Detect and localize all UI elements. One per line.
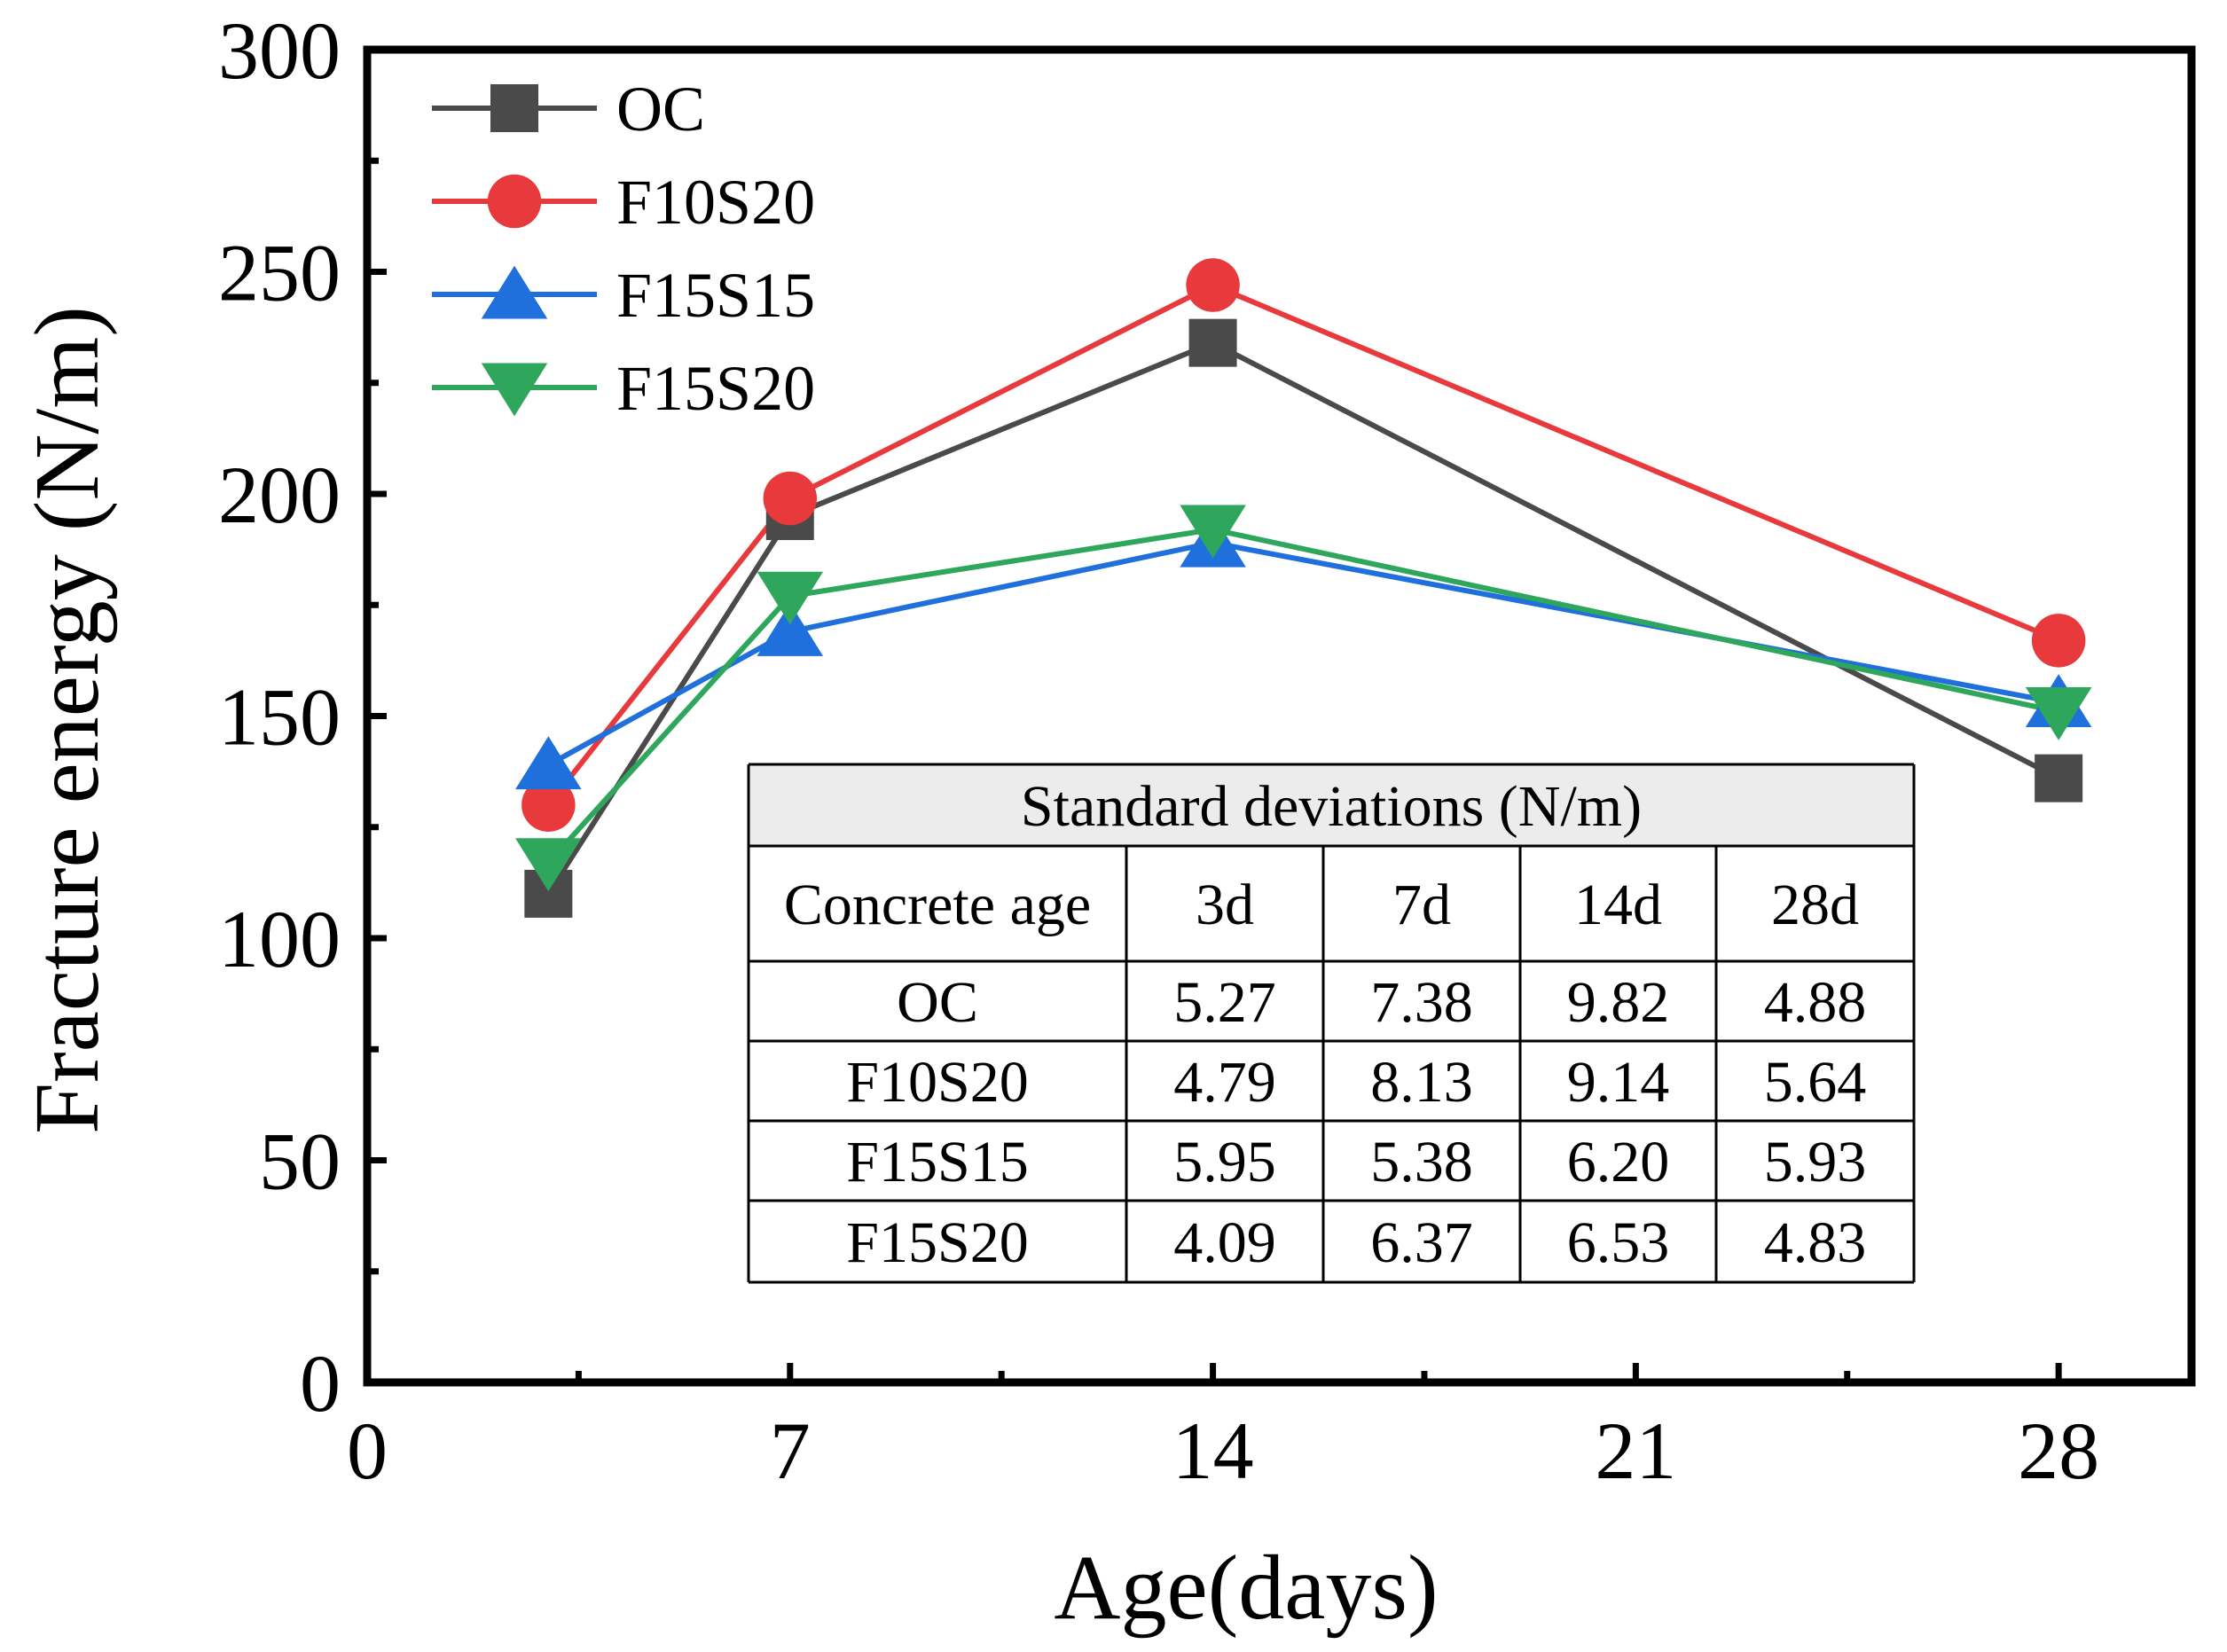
table-cell: 5.27 [1173,970,1276,1035]
x-axis-title: Age(days) [1054,1537,1438,1639]
table-header-cell: 14d [1574,873,1662,937]
table-cell: 9.14 [1567,1050,1670,1115]
table-cell: 5.95 [1173,1130,1276,1194]
y-tick-label: 50 [259,1116,341,1207]
table-cell: 6.53 [1567,1210,1670,1275]
table-cell: 8.13 [1370,1050,1473,1115]
table-title: Standard deviations (N/m) [1021,774,1642,839]
table-header-cell: 7d [1392,873,1451,937]
data-point-f15s15 [515,736,582,790]
table-header-cell: 3d [1196,873,1254,937]
series-lines [545,282,2060,896]
data-point-oc [1188,318,1237,367]
table-cell: 4.83 [1764,1210,1867,1275]
y-tick-label: 200 [218,450,341,540]
legend-label-f10s20: F10S20 [616,167,815,238]
legend-label-f15s15: F15S15 [616,260,815,331]
table-cell: 4.88 [1764,970,1867,1035]
data-point-f15s20 [1180,505,1246,559]
series-line-f15s20 [546,527,2059,865]
table-cell: 9.82 [1567,970,1670,1035]
legend-marker-f10s20 [487,174,542,229]
y-tick-label: 250 [218,228,341,318]
x-tick-label: 7 [770,1405,811,1496]
data-point-f15s20 [757,571,824,625]
x-tick-label: 14 [1172,1405,1254,1496]
legend-marker-f15s20 [481,363,548,417]
y-tick-label: 0 [300,1338,341,1429]
y-tick-label: 100 [218,894,341,984]
series-markers [515,258,2092,918]
table-cell: 4.09 [1173,1210,1276,1275]
data-point-f10s20 [2031,614,2086,668]
table-body-background [749,846,1914,1282]
x-tick-label: 28 [2018,1405,2099,1496]
table-header-cell: Concrete age [784,873,1091,937]
data-point-oc [2035,754,2083,803]
series-line-f10s20 [545,282,2060,807]
series-line-oc [545,340,2060,896]
standard-deviation-table: Standard deviations (N/m) Concrete age 3d 7… [747,763,1916,1284]
table-cell: 6.20 [1567,1130,1670,1194]
y-tick-label: 150 [218,672,341,763]
table-title-background [749,764,1914,846]
x-tick-label: 21 [1595,1405,1676,1496]
legend-label-f15s20: F15S20 [616,353,815,424]
data-point-f15s20 [515,838,582,892]
x-tick-label: 0 [347,1405,388,1496]
table-cell: 7.38 [1370,970,1473,1035]
table-cell: 4.79 [1173,1050,1276,1115]
table-cell: 5.93 [1764,1130,1867,1194]
table-cell: 5.38 [1370,1130,1473,1194]
y-axis-title: Fracture energy (N/m) [16,306,118,1134]
y-tick-label: 300 [218,5,341,96]
table-cell: 5.64 [1764,1050,1867,1115]
axes: 0 50 100 150 200 250 300 0 7 14 21 28 [218,5,2196,1496]
data-point-f10s20 [521,778,576,832]
data-point-f10s20 [763,471,818,526]
table-header-cell: 28d [1771,873,1859,937]
legend-marker-oc [490,84,538,132]
legend-label-oc: OC [616,74,705,145]
table-cell: 6.37 [1370,1210,1473,1275]
legend: OC F10S20 F15S15 F15S20 [432,74,815,424]
data-point-f15s15 [757,602,824,656]
table-cell: F10S20 [846,1050,1028,1115]
data-point-f10s20 [1186,258,1240,312]
table-cell: F15S15 [846,1130,1028,1194]
table-cell: F15S20 [846,1210,1028,1275]
legend-marker-f15s15 [481,265,548,319]
table-cell: OC [897,970,978,1035]
data-point-f15s20 [2025,686,2092,740]
